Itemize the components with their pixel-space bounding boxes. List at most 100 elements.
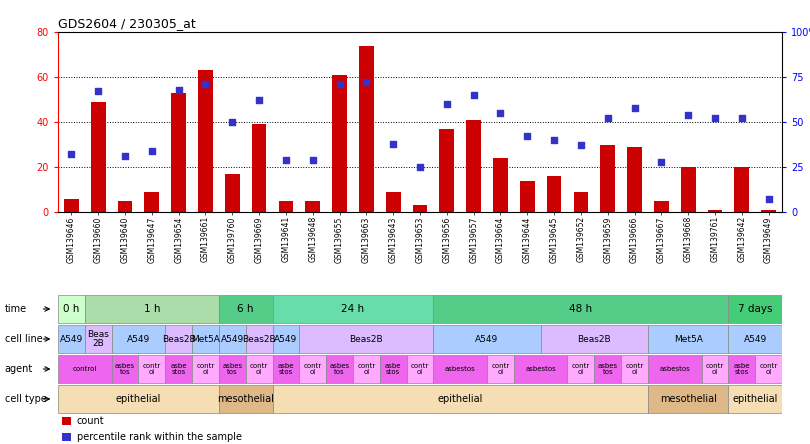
Bar [225, 174, 240, 212]
Text: contr
ol: contr ol [411, 363, 429, 375]
Bar [520, 181, 535, 212]
Text: epithelial: epithelial [437, 394, 483, 404]
Text: epithelial: epithelial [732, 394, 778, 404]
Bar [440, 129, 454, 212]
Bar [761, 210, 776, 212]
Bar [433, 355, 487, 383]
Point [279, 156, 292, 163]
Text: A549: A549 [475, 334, 499, 344]
Text: contr
ol: contr ol [706, 363, 724, 375]
Bar [252, 124, 266, 212]
Point [414, 163, 427, 170]
Bar [62, 417, 71, 425]
Text: 48 h: 48 h [569, 304, 592, 314]
Text: Beas2B: Beas2B [242, 334, 276, 344]
Bar [467, 120, 481, 212]
Point [494, 110, 507, 117]
Text: contr
ol: contr ol [357, 363, 376, 375]
Text: cell type: cell type [5, 394, 46, 404]
Bar [708, 210, 723, 212]
Text: Beas
2B: Beas 2B [87, 330, 109, 348]
Bar [245, 355, 272, 383]
Bar [58, 295, 85, 323]
Bar [547, 176, 561, 212]
Bar [648, 355, 701, 383]
Bar [332, 75, 347, 212]
Bar [573, 192, 588, 212]
Bar [701, 355, 728, 383]
Bar [648, 325, 728, 353]
Text: contr
ol: contr ol [143, 363, 161, 375]
Text: cell line: cell line [5, 334, 42, 344]
Text: percentile rank within the sample: percentile rank within the sample [77, 432, 242, 442]
Point [253, 97, 266, 104]
Text: 7 days: 7 days [738, 304, 773, 314]
Point [654, 158, 667, 165]
Text: asbe
stos: asbe stos [385, 363, 402, 375]
Text: control: control [73, 366, 97, 372]
Bar [380, 355, 407, 383]
Bar [62, 432, 71, 441]
Bar [568, 355, 595, 383]
Bar [728, 295, 782, 323]
Bar [165, 355, 192, 383]
Bar [139, 355, 165, 383]
Bar [58, 325, 85, 353]
Bar [272, 355, 300, 383]
Text: asbes
tos: asbes tos [598, 363, 618, 375]
Point [145, 147, 158, 155]
Text: mesothelial: mesothelial [659, 394, 717, 404]
Point [735, 115, 748, 122]
Bar [621, 355, 648, 383]
Point [628, 104, 641, 111]
Text: contr
ol: contr ol [572, 363, 590, 375]
Bar [192, 325, 219, 353]
Text: asbestos: asbestos [659, 366, 690, 372]
Text: contr
ol: contr ol [625, 363, 644, 375]
Bar [326, 355, 353, 383]
Text: contr
ol: contr ol [492, 363, 509, 375]
Bar [407, 355, 433, 383]
Bar [412, 205, 428, 212]
Bar [627, 147, 642, 212]
Text: GDS2604 / 230305_at: GDS2604 / 230305_at [58, 17, 196, 30]
Point [360, 79, 373, 86]
Bar [493, 158, 508, 212]
Text: A549: A549 [127, 334, 150, 344]
Point [682, 111, 695, 119]
Bar [85, 325, 112, 353]
Text: Met5A: Met5A [191, 334, 220, 344]
Point [762, 196, 775, 203]
Bar [272, 385, 648, 413]
Bar [198, 70, 213, 212]
Text: A549: A549 [60, 334, 83, 344]
Text: asbe
stos: asbe stos [170, 363, 187, 375]
Bar [64, 198, 79, 212]
Text: Beas2B: Beas2B [350, 334, 383, 344]
Text: 6 h: 6 h [237, 304, 254, 314]
Text: count: count [77, 416, 104, 426]
Text: 24 h: 24 h [341, 304, 364, 314]
Bar [58, 385, 219, 413]
Bar [514, 355, 568, 383]
Text: asbes
tos: asbes tos [330, 363, 350, 375]
Text: epithelial: epithelial [116, 394, 161, 404]
Text: time: time [5, 304, 27, 314]
Point [574, 142, 587, 149]
Bar [595, 355, 621, 383]
Bar [58, 355, 112, 383]
Text: 1 h: 1 h [143, 304, 160, 314]
Text: mesothelial: mesothelial [217, 394, 274, 404]
Bar [728, 325, 782, 353]
Point [467, 91, 480, 99]
Point [333, 81, 346, 88]
Bar [91, 102, 105, 212]
Text: A549: A549 [220, 334, 244, 344]
Bar [300, 325, 433, 353]
Text: asbe
stos: asbe stos [734, 363, 750, 375]
Bar [272, 295, 433, 323]
Bar [300, 355, 326, 383]
Point [709, 115, 722, 122]
Text: Beas2B: Beas2B [578, 334, 611, 344]
Bar [219, 385, 272, 413]
